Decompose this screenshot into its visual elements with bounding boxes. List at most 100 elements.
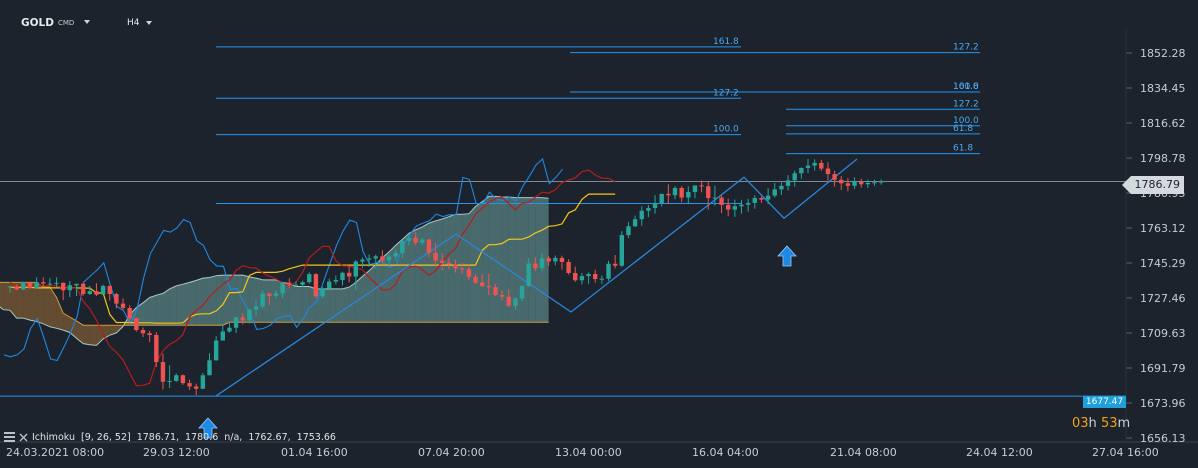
candle-body [759, 198, 764, 200]
candle-countdown: 03h 53m [1072, 416, 1130, 431]
ichimoku-cloud-segment [329, 288, 336, 323]
candle-body [779, 185, 784, 190]
candle-body [586, 273, 591, 277]
countdown-minutes: 53 [1100, 416, 1118, 431]
candle-body [180, 375, 186, 384]
y-tick-label: 1852.28 [1140, 47, 1186, 60]
ichimoku-cloud-segment [522, 197, 529, 323]
timeframe-label[interactable]: H4 [127, 18, 140, 28]
candle-body [692, 185, 698, 192]
fibonacci-level-label: 161.8 [953, 82, 979, 92]
candle-body [94, 291, 99, 295]
ichimoku-cloud-segment [176, 284, 183, 326]
indicator-value-span-a: 1762.67, [248, 431, 291, 443]
candle-body [340, 272, 345, 281]
y-tick-label: 1727.46 [1140, 292, 1186, 305]
ichimoku-cloud-segment [109, 325, 117, 336]
candle-body [353, 261, 358, 277]
candle-body [134, 318, 139, 331]
ichimoku-cloud-segment [349, 282, 356, 323]
ichimoku-cloud-segment [209, 275, 217, 326]
symbol-dropdown-icon[interactable] [84, 20, 90, 24]
fibonacci-level-label: 100.0 [713, 125, 739, 135]
candle-body [200, 375, 206, 389]
candle-body [486, 286, 491, 288]
ichimoku-cloud-segment [89, 325, 97, 346]
ichimoku-cloud-segment [103, 325, 110, 339]
candle-body [287, 282, 292, 286]
candle-body [699, 185, 704, 187]
candle-body [865, 182, 871, 185]
ichimoku-cloud-segment [369, 264, 376, 323]
ichimoku-cloud-segment [29, 282, 37, 322]
x-tick-label: 13.04 00:00 [555, 446, 622, 459]
candle-body [187, 383, 192, 387]
y-tick-label: 1798.78 [1140, 152, 1186, 165]
kijun-sen-line [10, 193, 616, 324]
candle-body [380, 256, 385, 261]
candle-body [34, 282, 39, 288]
candle-body [825, 168, 831, 175]
candle-body [61, 282, 66, 291]
indicator-legend[interactable]: Ichimoku [9, 26, 52] 1786.71, 1780.6 n/a… [4, 430, 336, 444]
ichimoku-cloud-segment [3, 282, 10, 311]
candle-body [446, 262, 452, 265]
candle-body [440, 260, 445, 263]
candle-body [386, 256, 392, 261]
candle-body [812, 162, 817, 166]
candle-body [307, 274, 312, 283]
current-price-tag: 1786.79 [1121, 176, 1184, 194]
indicator-close-icon[interactable] [19, 433, 28, 442]
indicator-params: [9, 26, 52] [80, 431, 131, 443]
ichimoku-cloud-segment [468, 206, 476, 323]
countdown-hours: 03 [1072, 416, 1089, 431]
candle-body [67, 285, 73, 291]
ichimoku-cloud-segment [162, 288, 170, 326]
candle-body [373, 256, 378, 259]
candle-body [666, 193, 671, 196]
ichimoku-cloud-segment [36, 282, 44, 324]
ichimoku-cloud-segment [442, 216, 449, 323]
ichimoku-cloud-segment [295, 286, 303, 323]
timeframe-dropdown-icon[interactable] [146, 21, 152, 25]
symbol-label[interactable]: GOLD [21, 17, 54, 29]
ichimoku-cloud-segment [269, 279, 276, 323]
symbol-type-label[interactable]: CMD [58, 19, 75, 27]
horizontal-level-tag[interactable]: 1677.47 [1083, 396, 1126, 408]
candle-body [745, 202, 751, 205]
candle-body [765, 195, 771, 200]
ichimoku-cloud-segment [149, 295, 157, 326]
ichimoku-cloud-segment [16, 282, 24, 319]
candle-body [14, 286, 19, 290]
ichimoku-cloud-segment [528, 197, 536, 323]
candle-body [513, 298, 518, 306]
candle-body [832, 174, 837, 180]
candle-body [360, 259, 365, 262]
indicator-settings-icon[interactable] [4, 432, 16, 442]
candle-body [460, 268, 465, 270]
candle-body [506, 296, 511, 306]
ichimoku-cloud-segment [10, 282, 17, 319]
candle-body [752, 198, 757, 203]
candle-body [174, 375, 179, 381]
candle-body [227, 327, 232, 332]
ichimoku-cloud-segment [502, 197, 509, 323]
ichimoku-cloud-segment [216, 275, 223, 326]
x-tick-label: 29.03 12:00 [143, 446, 210, 459]
candle-body [546, 258, 551, 262]
y-tick-label: 1656.13 [1140, 432, 1186, 445]
candle-body [140, 330, 146, 334]
candle-body [213, 340, 219, 361]
ichimoku-cloud-segment [415, 226, 423, 323]
candle-body [273, 293, 279, 296]
ichimoku-cloud-segment [156, 293, 163, 326]
ichimoku-cloud-segment [382, 251, 390, 323]
fibonacci-level-label: 100.0 [953, 116, 979, 126]
y-tick-label: 1745.29 [1140, 257, 1186, 270]
ichimoku-cloud-segment [189, 280, 197, 326]
ichimoku-cloud-segment [182, 282, 190, 326]
fibonacci-level-label: 127.2 [953, 43, 979, 53]
fibonacci-level-label: 127.2 [713, 88, 739, 98]
x-tick-label: 07.04 20:00 [418, 446, 485, 459]
